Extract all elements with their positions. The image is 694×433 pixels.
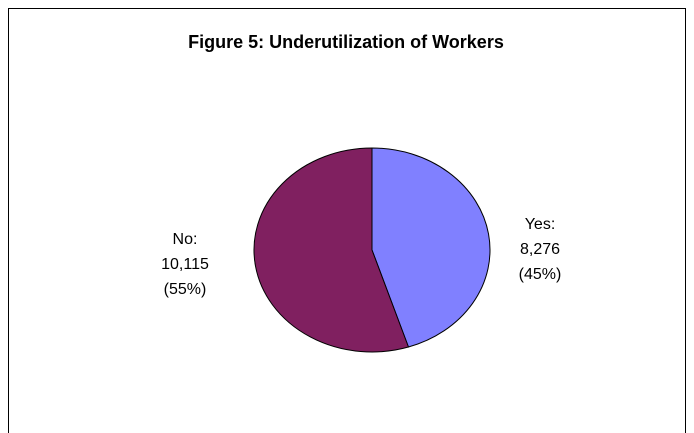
pie-slice [371,147,491,348]
value-label: 8,276 [520,241,560,258]
chart-frame [8,8,686,433]
chart-title: Figure 5: Underutilization of Workers [188,32,504,52]
pie-slice [253,147,410,353]
slice-label: No: [173,231,198,248]
slice-label: Yes: [525,216,556,233]
percent-label: (55%) [164,281,207,298]
percent-label: (45%) [519,266,562,283]
value-label: 10,115 [161,256,209,273]
